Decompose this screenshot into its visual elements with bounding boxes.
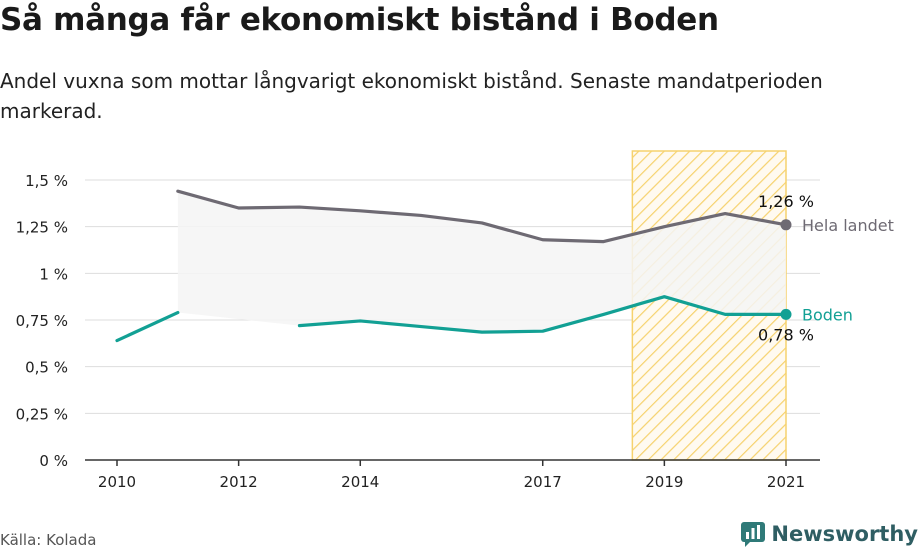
- newsworthy-icon: [741, 522, 766, 547]
- x-tick-label: 2021: [767, 473, 805, 491]
- brand-logo: Newsworthy: [740, 520, 918, 548]
- y-tick-label: 0,75 %: [16, 312, 68, 330]
- series-line-local: [115, 310, 180, 343]
- series-line-national: [176, 189, 788, 244]
- y-tick-label: 0 %: [39, 452, 68, 470]
- y-tick-label: 0,25 %: [16, 405, 68, 423]
- x-tick-label: 2010: [98, 473, 136, 491]
- chart-subtitle: Andel vuxna som mottar långvarigt ekonom…: [0, 69, 823, 123]
- chart-title: Så många får ekonomiskt bistånd i Boden: [0, 2, 719, 38]
- y-tick-label: 1,5 %: [25, 172, 68, 190]
- x-tick-label: 2014: [341, 473, 379, 491]
- source-note: Källa: Kolada: [0, 531, 97, 549]
- x-tick-label: 2012: [220, 473, 258, 491]
- y-tick-label: 0,5 %: [25, 359, 68, 377]
- y-tick-label: 1,25 %: [16, 219, 68, 237]
- series-name-label-national: Hela landet: [802, 216, 894, 235]
- series-value-label-national: 1,26 %: [758, 192, 814, 211]
- series-end-point-local: [780, 308, 792, 320]
- y-tick-label: 1 %: [39, 265, 68, 283]
- x-tick-label: 2019: [645, 473, 683, 491]
- gap-area: [177, 191, 786, 333]
- x-tick-label: 2017: [524, 473, 562, 491]
- series-name-label-local: Boden: [802, 305, 853, 324]
- series-line-local: [297, 295, 788, 334]
- brand-name: Newsworthy: [771, 522, 918, 546]
- series-end-point-national: [780, 219, 792, 231]
- series-value-label-local: 0,78 %: [758, 325, 814, 344]
